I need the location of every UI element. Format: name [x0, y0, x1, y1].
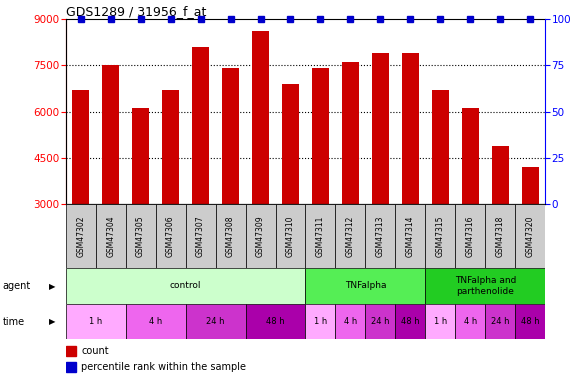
Bar — [515, 304, 545, 339]
Bar — [425, 268, 545, 304]
Bar — [402, 53, 419, 204]
Bar — [312, 68, 329, 204]
Text: GSM47309: GSM47309 — [256, 215, 265, 257]
Text: GSM47320: GSM47320 — [526, 216, 535, 257]
Text: 1 h: 1 h — [89, 317, 102, 326]
Bar — [66, 304, 126, 339]
Bar — [522, 167, 538, 204]
Text: GSM47310: GSM47310 — [286, 216, 295, 257]
Bar — [186, 304, 246, 339]
Bar — [66, 204, 96, 268]
Text: GSM47308: GSM47308 — [226, 216, 235, 257]
Text: 4 h: 4 h — [464, 317, 477, 326]
Bar — [335, 204, 365, 268]
Bar — [395, 304, 425, 339]
Bar — [66, 268, 305, 304]
Bar — [365, 204, 395, 268]
Bar — [455, 204, 485, 268]
Bar — [66, 362, 76, 372]
Text: TNFalpha: TNFalpha — [345, 281, 386, 290]
Text: GSM47315: GSM47315 — [436, 216, 445, 257]
Text: 1 h: 1 h — [434, 317, 447, 326]
Bar — [432, 90, 449, 204]
Bar — [425, 304, 455, 339]
Text: 24 h: 24 h — [491, 317, 509, 326]
Text: ▶: ▶ — [50, 282, 56, 291]
Bar — [492, 146, 509, 204]
Bar — [515, 204, 545, 268]
Bar — [192, 46, 209, 204]
Bar — [365, 304, 395, 339]
Text: agent: agent — [3, 281, 31, 291]
Bar — [132, 108, 149, 204]
Bar — [102, 65, 119, 204]
Bar — [305, 204, 335, 268]
Text: 4 h: 4 h — [344, 317, 357, 326]
Bar — [462, 108, 478, 204]
Bar — [126, 304, 186, 339]
Text: GSM47307: GSM47307 — [196, 215, 205, 257]
Bar — [222, 68, 239, 204]
Bar — [66, 346, 76, 356]
Text: GSM47304: GSM47304 — [106, 215, 115, 257]
Text: GSM47312: GSM47312 — [346, 216, 355, 257]
Text: 24 h: 24 h — [206, 317, 225, 326]
Bar — [155, 204, 186, 268]
Text: count: count — [81, 346, 108, 356]
Text: 4 h: 4 h — [149, 317, 162, 326]
Bar — [246, 204, 275, 268]
Text: GSM47316: GSM47316 — [466, 216, 475, 257]
Text: GSM47311: GSM47311 — [316, 216, 325, 257]
Text: ▶: ▶ — [50, 317, 56, 326]
Bar — [282, 84, 299, 204]
Bar — [186, 204, 215, 268]
Bar — [126, 204, 155, 268]
Bar — [73, 90, 89, 204]
Bar — [455, 304, 485, 339]
Text: GSM47318: GSM47318 — [496, 216, 505, 257]
Text: percentile rank within the sample: percentile rank within the sample — [81, 362, 246, 372]
Text: GSM47314: GSM47314 — [406, 216, 415, 257]
Bar — [335, 304, 365, 339]
Bar — [252, 31, 269, 204]
Text: time: time — [3, 317, 25, 327]
Text: GSM47306: GSM47306 — [166, 215, 175, 257]
Text: TNFalpha and
parthenolide: TNFalpha and parthenolide — [455, 276, 516, 296]
Bar — [372, 53, 389, 204]
Text: 48 h: 48 h — [266, 317, 285, 326]
Text: 1 h: 1 h — [314, 317, 327, 326]
Text: 48 h: 48 h — [521, 317, 540, 326]
Bar — [485, 204, 515, 268]
Bar — [305, 304, 335, 339]
Bar — [425, 204, 455, 268]
Bar — [485, 304, 515, 339]
Bar — [96, 204, 126, 268]
Bar — [305, 268, 425, 304]
Bar — [395, 204, 425, 268]
Text: GSM47302: GSM47302 — [76, 216, 85, 257]
Text: GSM47313: GSM47313 — [376, 216, 385, 257]
Text: GSM47305: GSM47305 — [136, 215, 145, 257]
Text: 48 h: 48 h — [401, 317, 420, 326]
Bar — [215, 204, 246, 268]
Text: 24 h: 24 h — [371, 317, 389, 326]
Text: GDS1289 / 31956_f_at: GDS1289 / 31956_f_at — [66, 4, 206, 18]
Bar — [162, 90, 179, 204]
Text: control: control — [170, 281, 202, 290]
Bar — [275, 204, 305, 268]
Bar — [246, 304, 305, 339]
Bar — [342, 62, 359, 204]
